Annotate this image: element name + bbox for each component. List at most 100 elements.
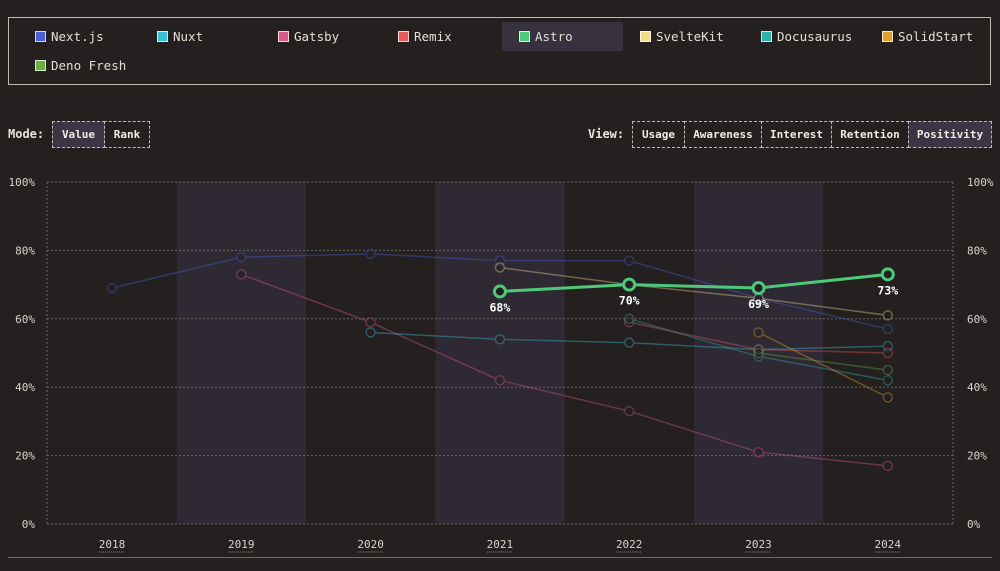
data-point-nuxt-2020 bbox=[365, 327, 376, 338]
series-deno-fresh bbox=[753, 347, 893, 376]
y-tick-label-left: 20% bbox=[15, 450, 35, 463]
data-point-next-js-2019 bbox=[236, 252, 247, 263]
mode-rank-button[interactable]: Rank bbox=[104, 121, 150, 148]
data-label-astro-2022: 70% bbox=[619, 294, 640, 308]
legend-swatch bbox=[398, 31, 409, 42]
view-toggle-group: Usage Awareness Interest Retention Posit… bbox=[632, 121, 992, 148]
legend-item-gatsby[interactable]: Gatsby bbox=[261, 22, 382, 51]
data-point-remix-2023 bbox=[753, 344, 764, 355]
series-gatsby bbox=[236, 269, 893, 472]
y-tick-label-right: 0% bbox=[967, 518, 981, 531]
data-point-next-js-2022 bbox=[624, 255, 635, 266]
series-line-next-js bbox=[111, 253, 888, 330]
view-retention-button[interactable]: Retention bbox=[831, 121, 909, 148]
data-point-gatsby-2023 bbox=[753, 446, 764, 458]
view-interest-button[interactable]: Interest bbox=[761, 121, 832, 148]
data-point-remix-2022 bbox=[624, 317, 635, 328]
series-line-docusaurus bbox=[628, 318, 888, 382]
data-point-next-js-2018 bbox=[106, 282, 118, 294]
series-line-deno-fresh bbox=[758, 352, 888, 371]
line-chart: 0% 0% 20% 20% 40% 40% 60% 60% 80% 80% 100% 100% 2018… bbox=[9, 176, 994, 553]
x-tick-label-2020: 2020 bbox=[357, 538, 384, 551]
data-label-astro-2023: 69% bbox=[748, 297, 769, 311]
y-tick-label-right: 80% bbox=[967, 244, 987, 257]
series-nuxt bbox=[365, 327, 893, 355]
data-point-sveltekit-2024 bbox=[882, 310, 893, 321]
data-label-astro-2021: 68% bbox=[490, 300, 511, 314]
x-tick-label-2018: 2018 bbox=[99, 538, 126, 551]
view-awareness-button[interactable]: Awareness bbox=[684, 121, 762, 148]
data-point-astro-2023 bbox=[751, 281, 766, 296]
data-point-nuxt-2023 bbox=[753, 344, 764, 355]
legend-item-remix[interactable]: Remix bbox=[381, 22, 502, 51]
series-docusaurus bbox=[624, 313, 893, 386]
legend-label: Deno Fresh bbox=[51, 58, 127, 73]
legend-item-next-js[interactable]: Next.js bbox=[18, 22, 139, 51]
data-point-docusaurus-2024 bbox=[882, 375, 893, 386]
data-point-astro-2024 bbox=[880, 267, 895, 282]
legend-label: Remix bbox=[414, 29, 452, 44]
view-usage-button[interactable]: Usage bbox=[632, 121, 685, 148]
legend-item-deno-fresh[interactable]: Deno Fresh bbox=[18, 51, 139, 80]
data-point-solidstart-2023 bbox=[753, 327, 764, 338]
year-band-2019 bbox=[176, 182, 306, 524]
data-point-solidstart-2024 bbox=[882, 392, 893, 403]
legend-label: Docusaurus bbox=[777, 29, 853, 44]
data-point-gatsby-2021 bbox=[494, 375, 506, 386]
data-point-gatsby-2024 bbox=[882, 460, 893, 472]
legend-item-nuxt[interactable]: Nuxt bbox=[140, 22, 261, 51]
x-tick-label-2022: 2022 bbox=[616, 538, 643, 551]
x-tick-label-2019: 2019 bbox=[228, 538, 255, 551]
series-solidstart bbox=[753, 327, 893, 403]
data-point-gatsby-2019 bbox=[236, 269, 247, 280]
data-label-astro-2024: 73% bbox=[877, 283, 898, 297]
legend-swatch bbox=[761, 31, 772, 42]
data-point-next-js-2020 bbox=[365, 248, 376, 260]
legend-swatch bbox=[35, 60, 46, 71]
y-tick-label-right: 40% bbox=[967, 381, 987, 394]
y-tick-label-left: 100% bbox=[9, 176, 36, 189]
legend-item-docusaurus[interactable]: Docusaurus bbox=[744, 22, 865, 51]
legend-label: Gatsby bbox=[294, 29, 340, 44]
data-point-deno-fresh-2024 bbox=[882, 364, 893, 376]
legend-item-astro[interactable]: Astro bbox=[502, 22, 623, 51]
legend: Next.js Nuxt Gatsby Remix Astro SvelteKit Docu… bbox=[8, 17, 991, 85]
series-astro: 68% 70% 69% 73% bbox=[490, 267, 898, 314]
y-tick-label-left: 80% bbox=[15, 244, 35, 257]
legend-item-solidstart[interactable]: SolidStart bbox=[865, 22, 986, 51]
legend-swatch bbox=[35, 31, 46, 42]
data-point-nuxt-2022 bbox=[624, 337, 635, 348]
legend-label: Nuxt bbox=[173, 29, 204, 44]
bottom-divider bbox=[8, 557, 992, 558]
x-tick-label-2021: 2021 bbox=[487, 538, 514, 551]
legend-swatch bbox=[157, 31, 168, 42]
view-positivity-button[interactable]: Positivity bbox=[908, 121, 992, 148]
series-next-js bbox=[106, 248, 893, 335]
y-tick-label-left: 40% bbox=[15, 381, 35, 394]
legend-label: SolidStart bbox=[898, 29, 974, 44]
series-line-remix bbox=[629, 321, 888, 354]
data-point-sveltekit-2021 bbox=[494, 262, 506, 273]
x-tick-label-2023: 2023 bbox=[745, 538, 772, 551]
data-point-gatsby-2022 bbox=[624, 405, 635, 417]
data-point-nuxt-2021 bbox=[494, 334, 506, 345]
mode-toggle-group: Value Rank bbox=[52, 121, 150, 148]
legend-item-sveltekit[interactable]: SvelteKit bbox=[623, 22, 744, 51]
legend-swatch bbox=[519, 31, 530, 42]
data-point-deno-fresh-2023 bbox=[753, 347, 764, 359]
data-point-next-js-2021 bbox=[494, 255, 506, 266]
y-tick-label-left: 60% bbox=[15, 313, 35, 326]
legend-label: Next.js bbox=[51, 29, 104, 44]
year-bands bbox=[176, 182, 824, 524]
data-point-astro-2022 bbox=[622, 277, 637, 292]
series-line-solidstart bbox=[758, 331, 889, 399]
series-layer: 68% 70% 69% 73% bbox=[106, 248, 898, 472]
data-point-remix-2024 bbox=[882, 347, 893, 359]
gridlines bbox=[46, 181, 954, 525]
mode-value-button[interactable]: Value bbox=[52, 121, 105, 148]
y-tick-label-right: 60% bbox=[967, 313, 987, 326]
legend-label: Astro bbox=[535, 29, 573, 44]
series-line-astro bbox=[499, 272, 888, 293]
y-tick-label-left: 0% bbox=[22, 518, 36, 531]
data-point-docusaurus-2022 bbox=[624, 313, 635, 324]
